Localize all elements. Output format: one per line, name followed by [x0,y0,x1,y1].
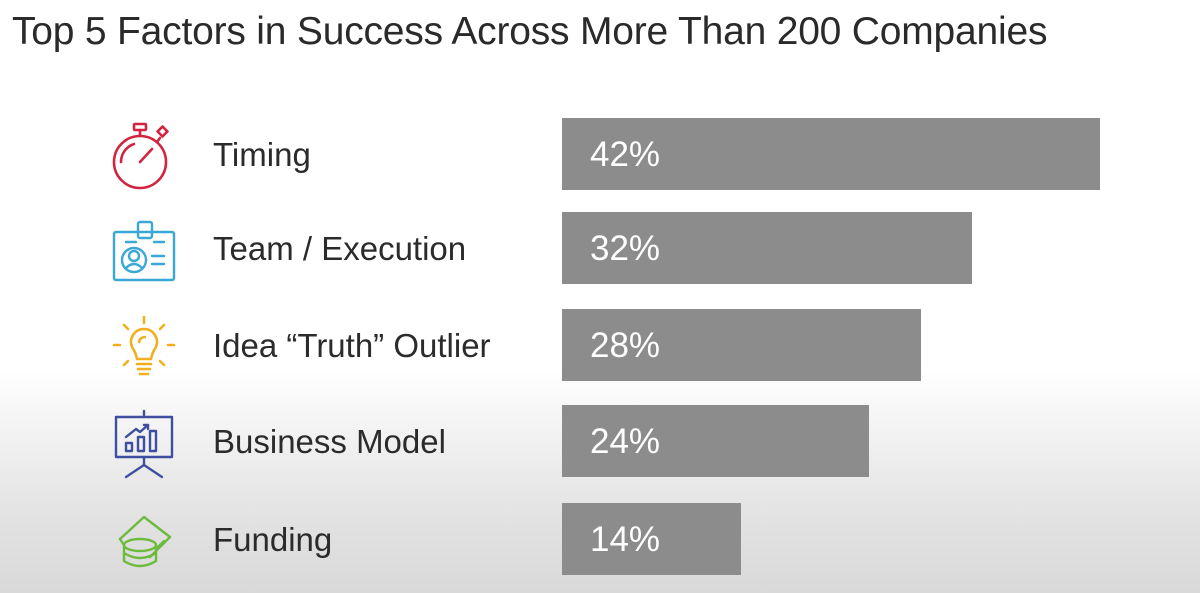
chart-row: Idea “Truth” Outlier 28% [0,309,1200,381]
chart-row: Timing 42% [0,118,1200,190]
bar: 32% [562,212,972,284]
category-label: Team / Execution [213,230,467,267]
bar: 42% [562,118,1100,190]
category-label: Idea “Truth” Outlier [213,327,491,364]
chart-title: Top 5 Factors in Success Across More Tha… [12,10,1048,53]
bar-value-label: 24% [590,422,661,461]
chart-row: Business Model 24% [0,405,1200,479]
bar: 28% [562,309,921,381]
bar-value-label: 42% [590,135,661,174]
bar-value-label: 28% [590,326,661,365]
money-stack-icon [106,503,182,579]
stopwatch-icon [106,118,182,194]
chart-row: Funding 14% [0,503,1200,575]
category-label: Business Model [213,423,446,460]
bar-value-label: 32% [590,229,661,268]
category-label: Funding [213,521,333,558]
bar: 14% [562,503,741,575]
category-label: Timing [213,136,311,173]
chart-row: Team / Execution 32% [0,212,1200,284]
lightbulb-icon [106,309,182,385]
presentation-board-icon [106,405,182,481]
bar: 24% [562,405,869,477]
bar-value-label: 14% [590,520,661,559]
id-badge-icon [106,212,182,288]
